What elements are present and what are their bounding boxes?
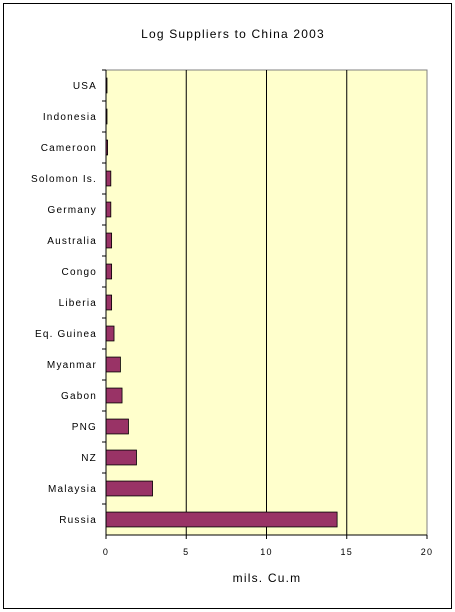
category-label-10: Gabon <box>61 391 97 402</box>
category-label-1: Indonesia <box>43 112 97 123</box>
x-tick-label-4: 20 <box>421 547 433 557</box>
category-label-3: Solomon Is. <box>31 174 97 185</box>
x-tick-label-0: 0 <box>103 547 109 557</box>
category-label-8: Eq. Guinea <box>35 329 97 340</box>
chart-title: Log Suppliers to China 2003 <box>141 27 325 41</box>
category-label-9: Myanmar <box>47 360 97 371</box>
axes <box>105 70 428 539</box>
bar-4 <box>105 201 112 218</box>
category-label-12: NZ <box>81 453 97 464</box>
tick-labels: 0 5 10 15 20 <box>103 547 433 557</box>
category-label-0: USA <box>73 81 97 92</box>
bar-13 <box>105 480 153 497</box>
category-label-5: Australia <box>47 236 97 247</box>
bar-11 <box>105 418 129 435</box>
category-label-6: Congo <box>62 267 97 278</box>
bars <box>105 77 338 528</box>
x-tick-label-2: 10 <box>260 547 272 557</box>
chart-svg: Log Suppliers to China 2003 USA Indonesia… <box>31 27 433 585</box>
bar-10 <box>105 387 123 404</box>
category-label-7: Liberia <box>59 298 97 309</box>
category-label-4: Germany <box>47 205 97 216</box>
category-label-11: PNG <box>72 422 97 433</box>
category-labels: USA Indonesia Cameroon Solomon Is. Germany Au… <box>31 69 106 526</box>
gridlines <box>185 70 348 535</box>
bar-5 <box>105 232 113 249</box>
bar-8 <box>105 325 115 342</box>
bar-14 <box>105 511 338 528</box>
bar-3 <box>105 170 112 187</box>
chart-frame: Log Suppliers to China 2003 USA Indonesia… <box>3 3 452 609</box>
x-axis-label: mils. Cu.m <box>233 571 302 585</box>
category-label-13: Malaysia <box>48 484 97 495</box>
x-tick-label-3: 15 <box>341 547 353 557</box>
bar-7 <box>105 294 113 311</box>
bar-9 <box>105 356 121 373</box>
bar-12 <box>105 449 137 466</box>
category-label-2: Cameroon <box>41 143 97 154</box>
bar-6 <box>105 263 113 280</box>
category-label-14: Russia <box>59 515 97 526</box>
x-tick-label-1: 5 <box>183 547 189 557</box>
